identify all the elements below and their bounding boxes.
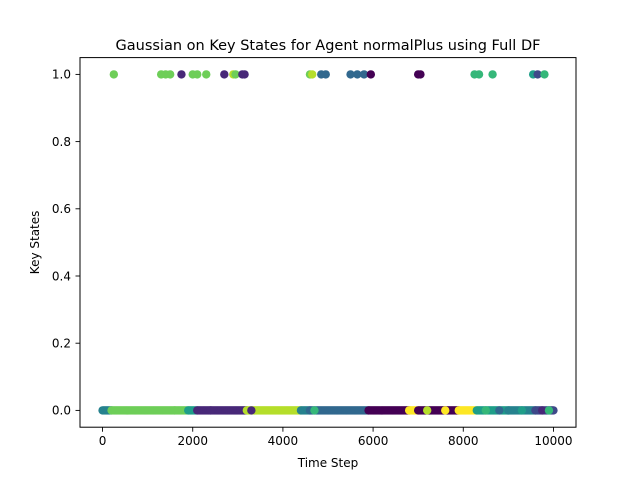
x-tick-label: 4000 <box>268 434 299 448</box>
data-point <box>423 406 432 415</box>
x-tick-label: 2000 <box>177 434 208 448</box>
data-point <box>517 406 527 415</box>
y-tick-label: 0.6 <box>52 202 71 216</box>
data-point <box>441 406 450 415</box>
x-tick-label: 6000 <box>358 434 389 448</box>
data-point <box>109 70 119 79</box>
data-point <box>202 70 211 79</box>
data-point <box>537 406 547 415</box>
data-point <box>247 406 256 415</box>
data-point <box>359 70 369 79</box>
data-point <box>481 406 491 415</box>
data-point <box>346 70 355 79</box>
x-tick-label: 0 <box>99 434 107 448</box>
x-tick-label: 8000 <box>448 434 479 448</box>
data-point <box>544 406 554 415</box>
x-axis-label: Time Step <box>297 456 359 470</box>
data-point <box>170 406 179 415</box>
x-axis-ticks: 0 2000 4000 6000 8000 10000 <box>99 427 573 448</box>
y-axis-label: Key States <box>28 211 42 275</box>
data-point <box>308 70 317 79</box>
y-axis-ticks: 0.0 0.2 0.4 0.6 0.8 1.0 <box>52 68 80 418</box>
y-tick-label: 0.8 <box>52 135 71 149</box>
data-point <box>220 70 229 79</box>
data-point <box>310 406 319 415</box>
data-point <box>366 70 376 79</box>
data-point <box>231 70 240 79</box>
points-layer <box>98 70 558 415</box>
data-point <box>165 70 175 79</box>
y-tick-label: 0.4 <box>52 269 71 283</box>
data-point <box>206 406 215 415</box>
data-point <box>240 70 249 79</box>
data-point <box>488 70 497 79</box>
data-point <box>321 70 330 79</box>
data-point <box>533 70 542 79</box>
x-tick-label: 10000 <box>534 434 572 448</box>
data-point <box>416 70 425 79</box>
data-point <box>495 406 504 415</box>
plot-frame <box>79 57 577 428</box>
data-point <box>177 70 186 79</box>
y-tick-label: 0.2 <box>52 337 71 351</box>
data-point <box>353 70 362 79</box>
data-point <box>193 70 202 79</box>
chart-title: Gaussian on Key States for Agent normalP… <box>116 38 541 54</box>
data-point <box>474 70 484 79</box>
y-tick-label: 0.0 <box>52 404 71 418</box>
y-tick-label: 1.0 <box>52 68 71 82</box>
data-point <box>540 70 549 79</box>
